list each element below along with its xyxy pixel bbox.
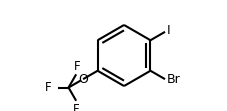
Text: F: F [73, 103, 79, 111]
Text: F: F [45, 81, 52, 94]
Text: F: F [73, 60, 80, 73]
Text: O: O [78, 73, 88, 86]
Text: I: I [167, 24, 171, 37]
Text: Br: Br [166, 73, 180, 86]
